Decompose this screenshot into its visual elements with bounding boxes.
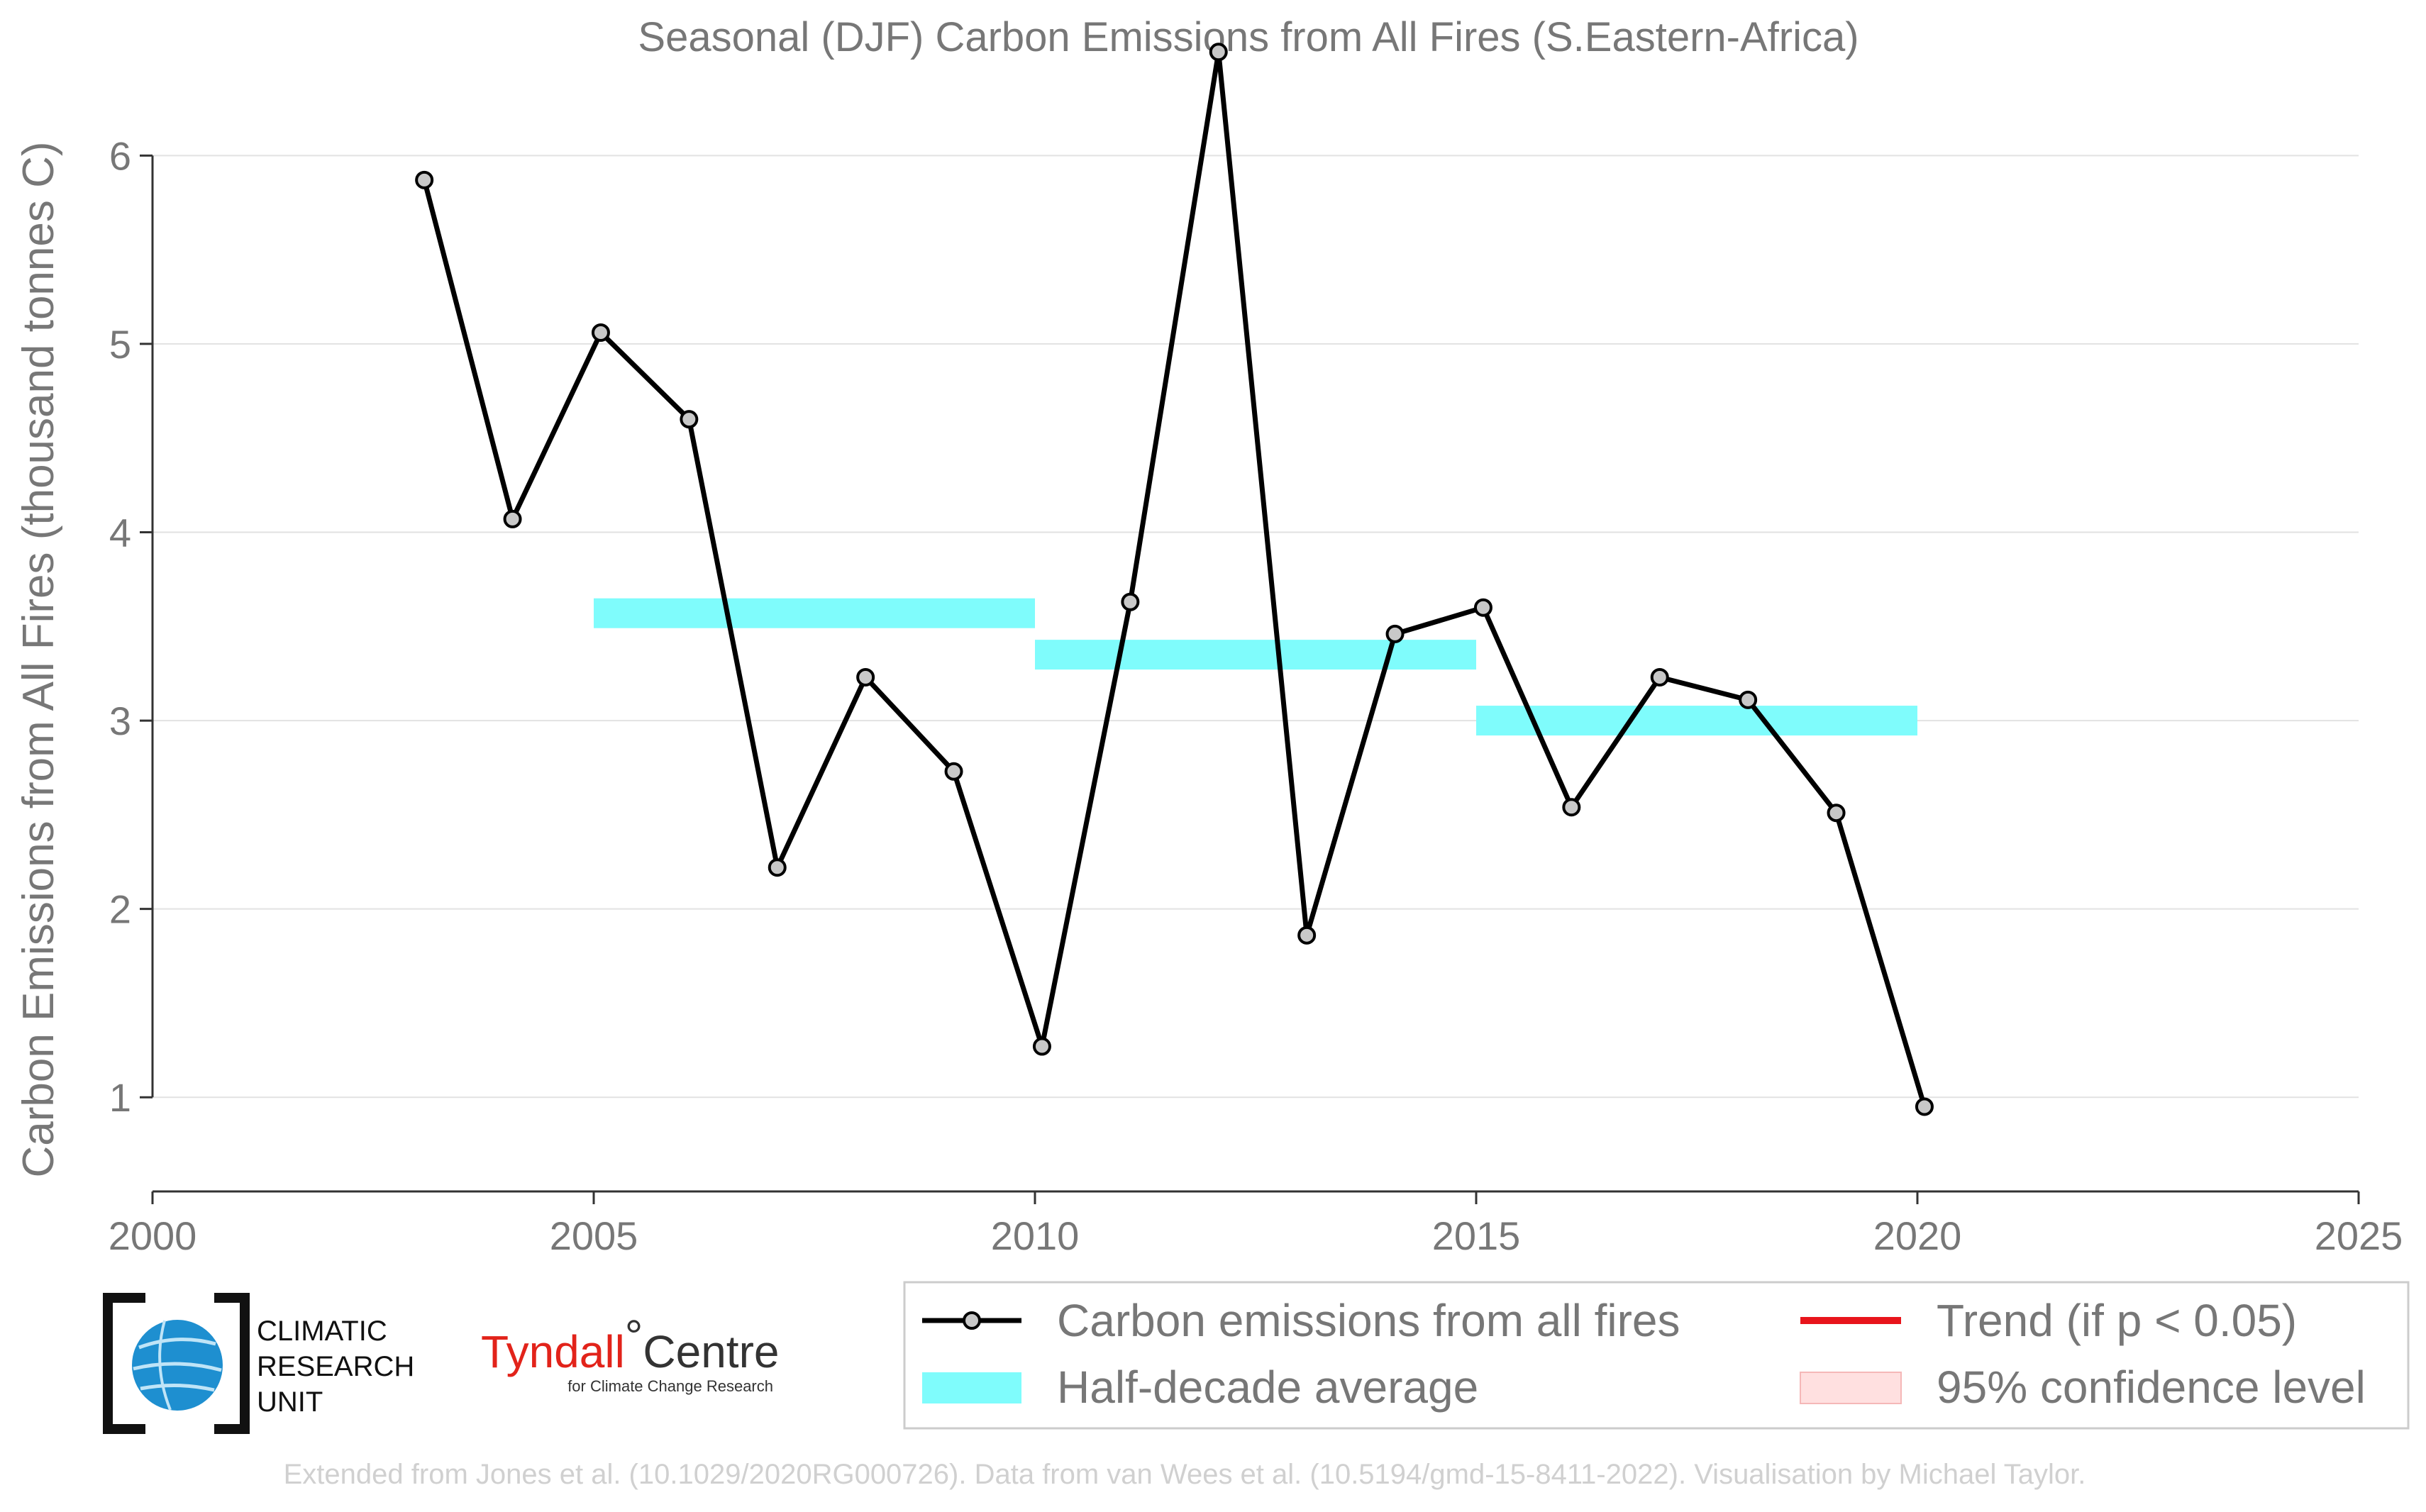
y-tick-label: 4	[109, 510, 131, 555]
chart-title: Seasonal (DJF) Carbon Emissions from All…	[638, 14, 1859, 60]
cru-line3: UNIT	[257, 1386, 323, 1418]
globe-icon	[132, 1320, 223, 1411]
tyndall-centre: Centre	[643, 1326, 779, 1377]
svg-text:Tyndall°Centre: Tyndall°Centre	[481, 1311, 779, 1377]
tyndall-name: Tyndall	[481, 1326, 625, 1377]
cru-logo: CLIMATIC RESEARCH UNIT	[103, 1293, 414, 1434]
cru-line2: RESEARCH	[257, 1351, 414, 1382]
data-point	[503, 509, 522, 528]
x-tick-label: 2010	[991, 1213, 1080, 1258]
data-point	[1739, 690, 1758, 709]
footer-credit: Extended from Jones et al. (10.1029/2020…	[284, 1459, 2086, 1490]
bracket-right	[214, 1293, 250, 1434]
y-tick-label: 1	[109, 1075, 131, 1120]
x-tick-label: 2015	[1432, 1213, 1521, 1258]
x-tick-label: 2000	[109, 1213, 197, 1258]
legend-box	[903, 1281, 2410, 1430]
tyndall-degree: °	[625, 1311, 643, 1362]
x-tick-label: 2020	[1873, 1213, 1962, 1258]
data-point	[1650, 667, 1669, 686]
legend-label-series: Carbon emissions from all fires	[1057, 1295, 1680, 1346]
legend-label-confidence: 95% confidence level	[1937, 1362, 2366, 1413]
legend-swatch-series	[922, 1311, 1021, 1330]
data-point	[856, 667, 875, 686]
data-point	[1297, 925, 1317, 945]
half-decade-band	[1035, 640, 1476, 670]
legend-swatch-confidence	[1800, 1372, 1902, 1404]
tick-labels: 1 2 3 4 5 6 2000 2005 2010 2015 2020 2025	[109, 133, 2403, 1258]
tyndall-tagline: for Climate Change Research	[567, 1377, 773, 1395]
series-line	[421, 49, 1927, 1108]
data-point	[1385, 624, 1405, 643]
data-point	[1562, 798, 1581, 817]
x-tick-label: 2005	[550, 1213, 638, 1258]
y-axis-label: Carbon Emissions from All Fires (thousan…	[14, 141, 63, 1177]
legend-label-half-decade: Half-decade average	[1057, 1362, 1478, 1413]
data-point	[944, 762, 963, 781]
y-tick-label: 5	[109, 322, 131, 367]
cru-line1: CLIMATIC	[257, 1316, 387, 1347]
data-point	[1473, 598, 1492, 617]
axes	[140, 154, 2360, 1204]
series-line-group	[421, 49, 1927, 1108]
data-point	[591, 323, 610, 342]
data-point	[680, 410, 699, 429]
data-point	[1032, 1037, 1051, 1056]
half-decade-band	[1476, 706, 1917, 736]
y-tick-label: 6	[109, 133, 131, 178]
y-tick-label: 2	[109, 887, 131, 932]
data-point	[1209, 43, 1228, 62]
tyndall-logo: Tyndall°Centre for Climate Change Resear…	[481, 1311, 779, 1395]
series-points	[415, 43, 1934, 1116]
gridlines	[153, 155, 2359, 1099]
data-point	[1915, 1097, 1934, 1116]
half-decade-band	[594, 598, 1035, 628]
legend: Carbon emissions from all fires Trend (i…	[903, 1281, 2410, 1430]
legend-swatch-half-decade	[922, 1372, 1021, 1403]
x-tick-label: 2025	[2315, 1213, 2403, 1258]
data-point	[415, 170, 434, 189]
data-point	[768, 858, 787, 877]
half-decade-bands	[594, 598, 1917, 736]
legend-label-trend: Trend (if p < 0.05)	[1937, 1295, 2297, 1346]
data-point	[1121, 592, 1140, 611]
data-point	[1827, 804, 1846, 823]
bracket-left	[103, 1293, 145, 1434]
y-tick-label: 3	[109, 699, 131, 743]
